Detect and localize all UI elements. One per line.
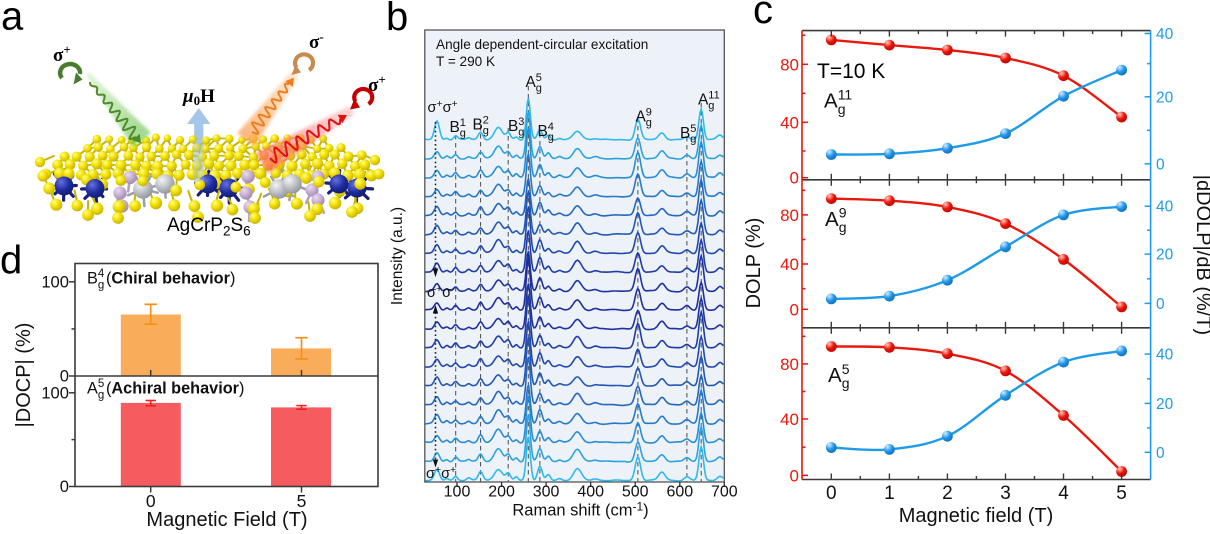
svg-text:3: 3: [1000, 483, 1011, 504]
svg-text:g: g: [483, 125, 489, 137]
svg-text:A: A: [698, 92, 709, 109]
svg-text:40: 40: [1156, 347, 1174, 364]
svg-text:1: 1: [460, 117, 466, 129]
svg-text:20: 20: [1156, 89, 1174, 106]
svg-text:0: 0: [60, 367, 69, 386]
svg-text:(Achiral behavior): (Achiral behavior): [106, 380, 244, 398]
svg-text:g: g: [548, 132, 554, 144]
svg-text:B: B: [87, 270, 98, 288]
svg-text:400: 400: [577, 484, 604, 501]
svg-text:5: 5: [297, 491, 307, 511]
svg-text:μ0H: μ0H: [182, 86, 215, 108]
svg-text:100: 100: [444, 484, 471, 501]
svg-text:0: 0: [60, 477, 69, 496]
svg-text:(Chiral behavior): (Chiral behavior): [106, 270, 235, 288]
svg-text:1: 1: [884, 483, 895, 504]
svg-text:B: B: [538, 123, 548, 140]
svg-text:5: 5: [98, 378, 104, 390]
svg-text:0: 0: [826, 483, 837, 504]
svg-text:g: g: [838, 101, 846, 117]
svg-text:Intensity (a.u.): Intensity (a.u.): [389, 207, 406, 305]
svg-text:2: 2: [483, 114, 489, 126]
svg-text:40: 40: [780, 410, 799, 429]
svg-text:g: g: [646, 117, 652, 129]
svg-text:Raman shift (cm-1): Raman shift (cm-1): [512, 500, 648, 520]
svg-text:A: A: [526, 74, 537, 91]
svg-text:40: 40: [1156, 26, 1174, 43]
svg-text:0: 0: [1156, 445, 1165, 462]
svg-text:A: A: [636, 109, 647, 126]
svg-text:A: A: [825, 208, 839, 231]
svg-text:σ+σ+: σ+σ+: [426, 464, 456, 482]
svg-text:5: 5: [536, 72, 542, 84]
svg-text:T = 290 K: T = 290 K: [436, 54, 495, 69]
svg-text:4: 4: [98, 268, 105, 280]
svg-text:B: B: [680, 125, 690, 142]
svg-text:A: A: [824, 90, 838, 113]
svg-text:300: 300: [533, 484, 560, 501]
svg-text:0: 0: [1156, 156, 1165, 173]
svg-text:0: 0: [790, 169, 799, 188]
svg-text:σ+σ-: σ+σ-: [427, 283, 455, 301]
svg-text:100: 100: [41, 273, 69, 292]
svg-text:5: 5: [1116, 483, 1127, 504]
svg-text:B: B: [473, 117, 483, 134]
svg-text:g: g: [708, 100, 714, 112]
svg-text:100: 100: [41, 384, 69, 403]
svg-text:80: 80: [780, 206, 799, 225]
svg-text:Magnetic field (T): Magnetic field (T): [899, 505, 1054, 527]
svg-text:b: b: [386, 0, 408, 39]
svg-text:B: B: [450, 119, 460, 136]
svg-text:500: 500: [622, 484, 649, 501]
svg-text:g: g: [839, 219, 847, 235]
svg-text:Angle dependent-circular excit: Angle dependent-circular excitation: [436, 37, 648, 52]
svg-text:g: g: [536, 83, 542, 95]
svg-text:5: 5: [690, 123, 696, 135]
svg-text:0: 0: [790, 466, 799, 485]
svg-text:700: 700: [711, 484, 738, 501]
svg-text:d: d: [0, 239, 22, 283]
svg-text:AgCrP2S6: AgCrP2S6: [167, 215, 251, 239]
svg-text:|dDOLP|/dB (%/T): |dDOLP|/dB (%/T): [1192, 175, 1210, 335]
svg-text:40: 40: [780, 113, 799, 132]
svg-text:40: 40: [1156, 199, 1174, 216]
svg-text:9: 9: [646, 106, 652, 118]
svg-text:|DOCP| (%): |DOCP| (%): [13, 323, 35, 428]
svg-text:A: A: [87, 380, 98, 398]
svg-text:20: 20: [1156, 247, 1174, 264]
svg-text:g: g: [842, 375, 850, 391]
svg-text:g: g: [460, 128, 466, 140]
svg-text:200: 200: [488, 484, 515, 501]
svg-text:0: 0: [146, 491, 156, 511]
svg-text:g: g: [518, 127, 524, 139]
svg-text:σ+σ+: σ+σ+: [428, 98, 458, 116]
svg-text:5: 5: [842, 361, 850, 377]
svg-text:c: c: [753, 0, 773, 32]
svg-text:9: 9: [839, 205, 847, 221]
svg-text:80: 80: [780, 55, 799, 74]
svg-text:2: 2: [942, 483, 953, 504]
svg-text:0: 0: [1156, 296, 1165, 313]
svg-text:a: a: [1, 0, 24, 39]
svg-text:0: 0: [790, 300, 799, 319]
svg-text:A: A: [828, 364, 842, 387]
svg-text:Magnetic Field (T): Magnetic Field (T): [146, 509, 307, 531]
svg-text:T=10 K: T=10 K: [817, 60, 885, 83]
svg-text:600: 600: [666, 484, 693, 501]
svg-text:11: 11: [708, 89, 719, 101]
svg-text:DOLP (%): DOLP (%): [743, 218, 765, 309]
svg-text:11: 11: [838, 86, 853, 102]
svg-text:20: 20: [1156, 396, 1174, 413]
svg-text:B: B: [508, 118, 518, 135]
svg-text:80: 80: [780, 355, 799, 374]
svg-text:4: 4: [1058, 483, 1069, 504]
svg-text:4: 4: [548, 121, 554, 133]
svg-text:g: g: [98, 389, 104, 401]
svg-text:g: g: [98, 280, 104, 292]
svg-text:3: 3: [518, 116, 524, 128]
svg-text:g: g: [690, 134, 696, 146]
svg-text:40: 40: [780, 255, 799, 274]
